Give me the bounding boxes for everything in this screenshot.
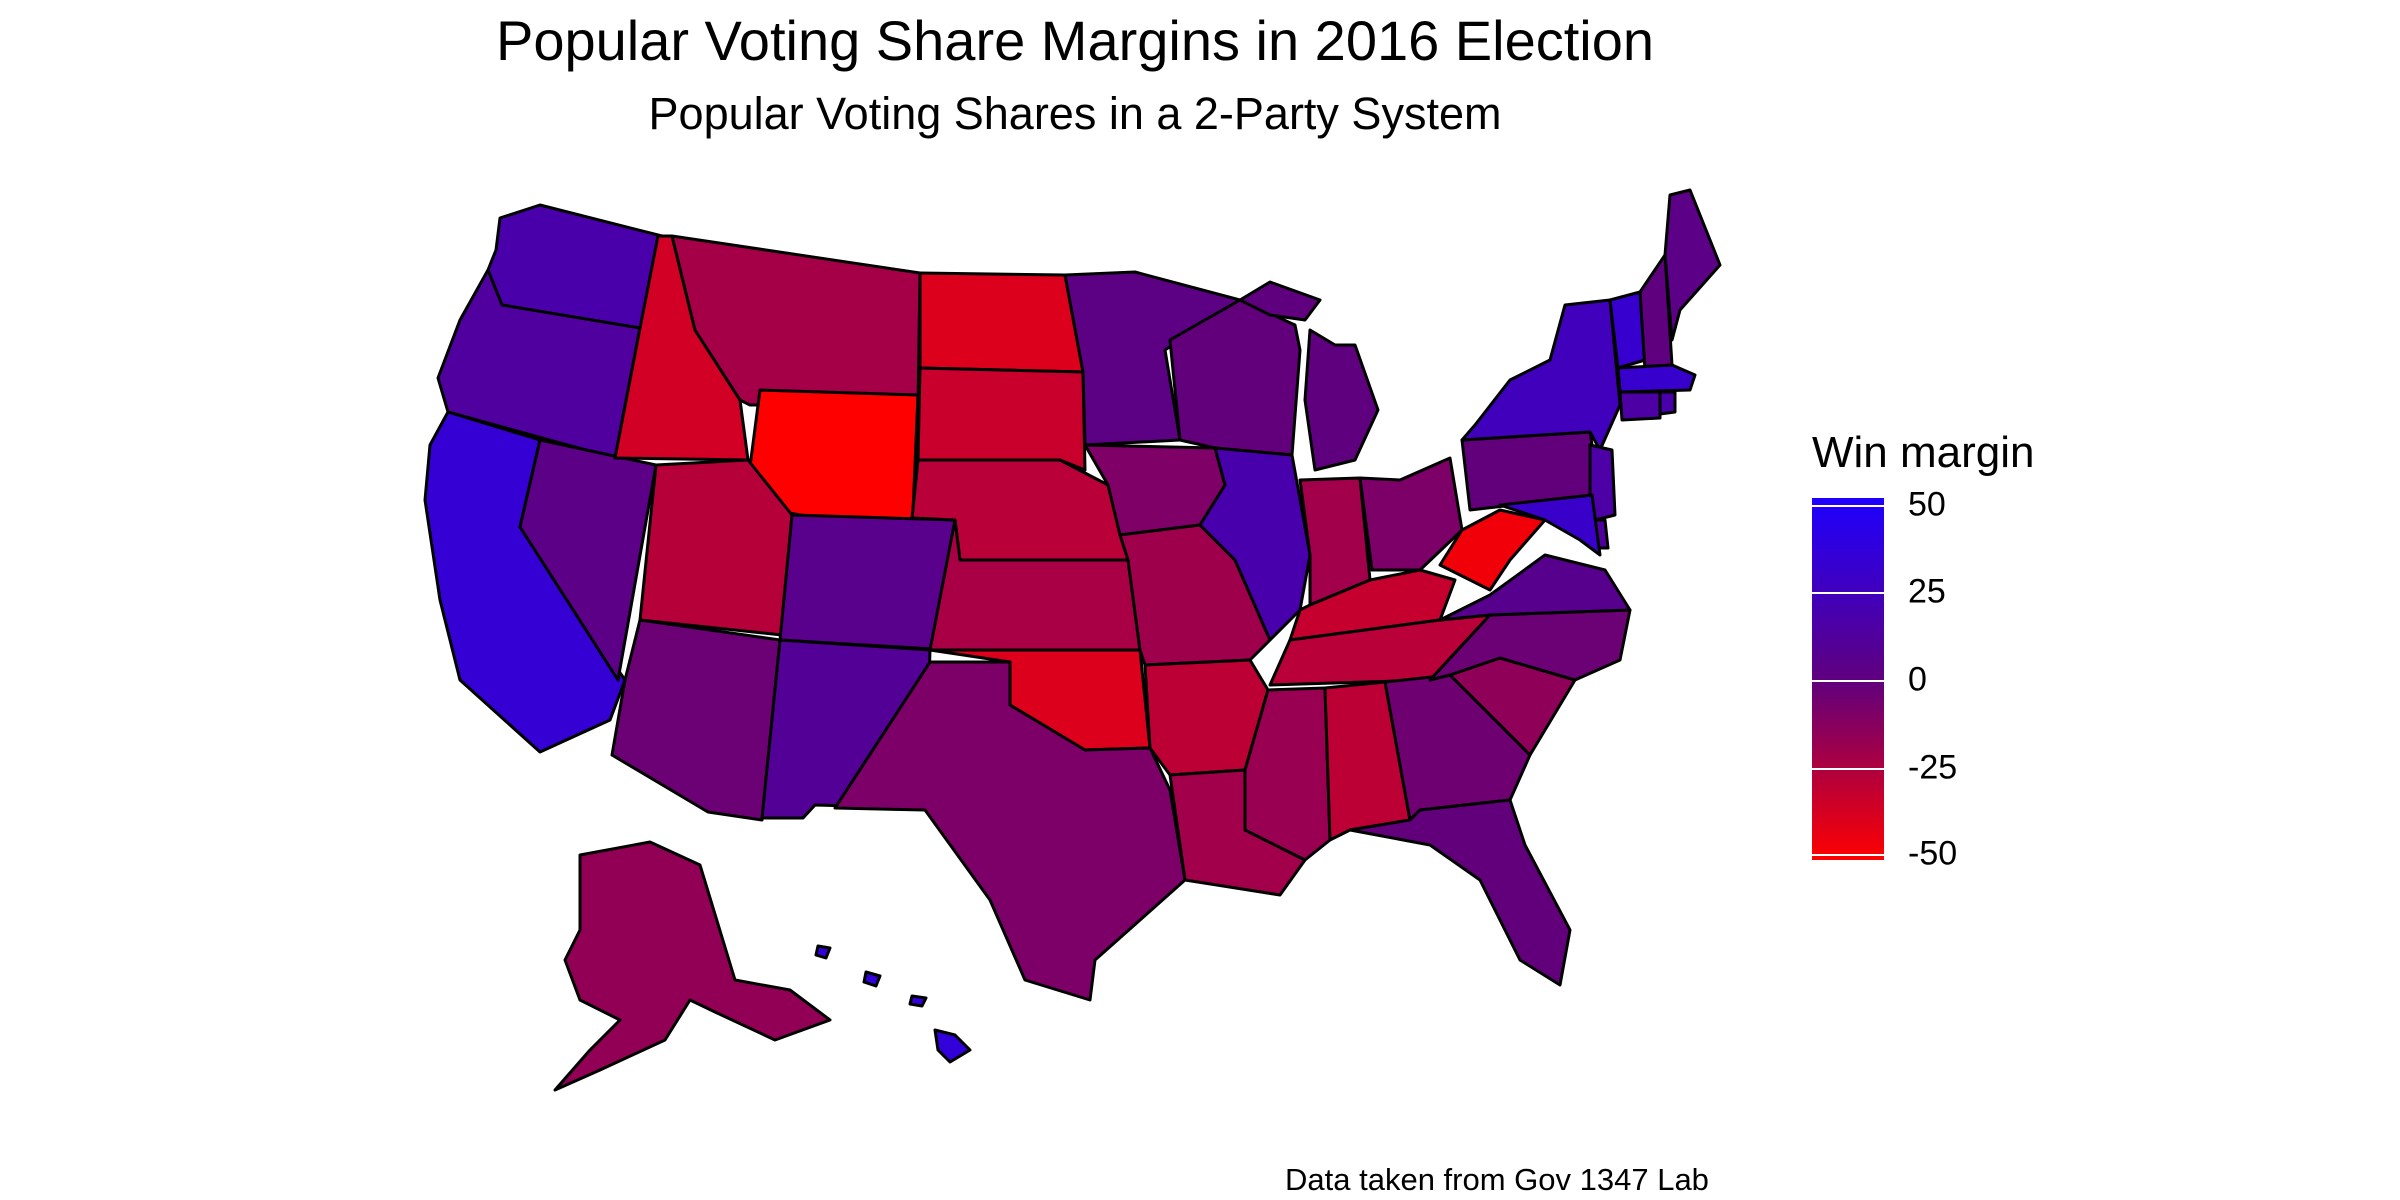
- state-AK[interactable]: [553, 840, 832, 1092]
- legend-tick-label: -25: [1908, 748, 1958, 787]
- state-HI-2[interactable]: [862, 970, 882, 988]
- legend-title: Win margin: [1812, 428, 2035, 477]
- legend-tick-label: 50: [1908, 485, 1946, 524]
- state-ND[interactable]: [918, 271, 1085, 374]
- state-AZ[interactable]: [610, 618, 782, 822]
- state-MI-UP[interactable]: [1238, 280, 1322, 322]
- legend-tick-label: -50: [1908, 834, 1958, 873]
- state-FL[interactable]: [1348, 798, 1572, 987]
- state-MI[interactable]: [1303, 328, 1380, 472]
- state-RI[interactable]: [1658, 390, 1677, 416]
- state-MN[interactable]: [1063, 270, 1242, 447]
- state-MA[interactable]: [1616, 363, 1697, 394]
- state-HI[interactable]: [933, 1028, 972, 1064]
- legend-tick: [1812, 854, 1884, 856]
- chart-title: Popular Voting Share Margins in 2016 Ele…: [495, 9, 1655, 72]
- legend-colorbar: [1812, 498, 1884, 860]
- state-UT[interactable]: [638, 458, 794, 637]
- legend-tick: [1812, 680, 1884, 682]
- state-CO[interactable]: [778, 513, 957, 652]
- state-NJ[interactable]: [1588, 443, 1617, 522]
- state-OR[interactable]: [436, 268, 642, 460]
- state-MD[interactable]: [1498, 493, 1602, 557]
- chart-subtitle: Popular Voting Shares in a 2-Party Syste…: [648, 88, 1502, 139]
- legend-tick-label: 0: [1908, 660, 1927, 699]
- legend-tick-label: 25: [1908, 572, 1946, 611]
- state-CT[interactable]: [1618, 390, 1662, 422]
- state-HI-3[interactable]: [908, 994, 928, 1008]
- state-ME[interactable]: [1663, 188, 1722, 342]
- state-SD[interactable]: [916, 366, 1087, 472]
- legend-tick: [1812, 768, 1884, 770]
- source-caption: Data taken from Gov 1347 Lab: [1285, 1162, 1709, 1197]
- state-NY[interactable]: [1460, 298, 1622, 452]
- legend-tick: [1812, 592, 1884, 594]
- state-IL[interactable]: [1198, 446, 1312, 642]
- state-TX[interactable]: [833, 660, 1187, 1002]
- state-VA[interactable]: [1438, 553, 1632, 622]
- legend-tick: [1812, 505, 1884, 507]
- state-HI-4[interactable]: [814, 944, 832, 960]
